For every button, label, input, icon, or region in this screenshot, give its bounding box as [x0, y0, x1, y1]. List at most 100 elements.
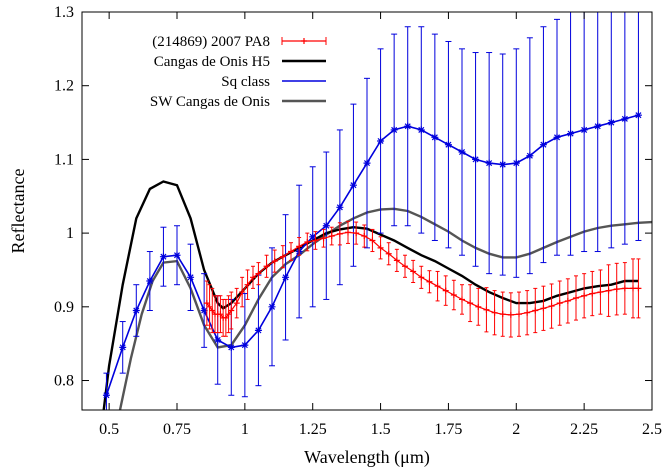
data-point: [369, 237, 376, 244]
x-tick-label: 0.75: [163, 421, 191, 438]
data-point: [312, 237, 319, 244]
legend-entry: (214869) 2007 PA8: [152, 34, 327, 50]
data-point: [564, 297, 571, 304]
legend-entry: SW Cangas de Onis: [150, 94, 326, 110]
data-point: [621, 285, 628, 292]
data-point: [349, 181, 357, 189]
legend-label: SW Cangas de Onis: [150, 94, 270, 110]
data-point: [250, 274, 256, 281]
data-point: [102, 391, 110, 399]
x-tick-label: 2: [512, 421, 520, 438]
data-point: [132, 307, 140, 314]
data-point: [472, 155, 480, 163]
data-point: [499, 161, 507, 169]
data-point: [228, 307, 235, 314]
data-point: [573, 294, 579, 301]
data-point: [241, 341, 249, 349]
data-point: [580, 126, 588, 134]
x-tick-label: 1.25: [299, 421, 327, 438]
data-point: [263, 263, 270, 270]
data-point: [540, 305, 547, 312]
legend-entry: Cangas de Onis H5: [154, 54, 326, 70]
data-point: [589, 290, 596, 297]
legend: (214869) 2007 PA8 Cangas de Onis H5 Sq c…: [100, 28, 332, 112]
series-2: [102, 12, 642, 410]
data-point: [233, 300, 240, 307]
data-point: [426, 278, 433, 285]
data-point: [459, 296, 465, 303]
data-point: [613, 286, 620, 293]
data-point: [499, 311, 506, 318]
x-tick-label: 1: [241, 421, 249, 438]
tick-marks: [82, 11, 653, 410]
legend-label: Cangas de Onis H5: [154, 54, 270, 70]
legend-swatch: [281, 37, 327, 45]
series-0: [203, 220, 642, 338]
legend-background: [100, 28, 332, 112]
y-tick-label: 1: [66, 225, 74, 242]
data-point: [309, 233, 317, 241]
data-point: [581, 292, 588, 299]
data-point: [444, 141, 452, 149]
data-point: [597, 289, 604, 296]
data-point: [594, 122, 602, 130]
data-point: [532, 307, 539, 314]
data-point: [203, 300, 210, 307]
data-point: [227, 343, 235, 351]
y-tick-label: 1.2: [54, 78, 74, 95]
legend-marker: [301, 38, 307, 44]
data-point: [417, 126, 425, 134]
data-point: [363, 159, 371, 167]
data-point: [404, 122, 412, 130]
series-line: [102, 180, 639, 410]
x-tick-label: 0.5: [99, 421, 119, 438]
data-point: [222, 314, 229, 321]
data-point: [442, 287, 449, 294]
data-point: [320, 235, 327, 242]
data-point: [450, 292, 457, 299]
data-point: [336, 230, 343, 237]
data-point: [507, 311, 514, 318]
data-point: [119, 343, 127, 351]
data-point: [254, 326, 262, 334]
data-point: [475, 303, 482, 310]
y-tick-label: 0.9: [54, 299, 74, 316]
data-point: [385, 250, 392, 257]
data-point: [279, 253, 286, 260]
data-point: [402, 263, 408, 270]
y-tick-label: 1.1: [54, 151, 74, 168]
data-point: [539, 141, 547, 149]
data-point: [268, 303, 276, 311]
data-point: [288, 248, 294, 255]
data-point: [345, 229, 351, 236]
data-point: [491, 309, 498, 316]
data-point: [621, 115, 629, 123]
data-point: [393, 257, 400, 264]
data-point: [328, 233, 335, 240]
x-tick-label: 1.5: [371, 421, 391, 438]
data-point: [214, 336, 222, 344]
data-point: [282, 273, 290, 281]
legend-entry: Sq class: [221, 74, 326, 90]
data-point: [200, 307, 208, 314]
data-point: [556, 300, 563, 307]
data-point: [526, 152, 534, 160]
data-point: [410, 268, 417, 275]
y-axis-title: Reflectance: [8, 169, 28, 254]
series-1: [102, 180, 639, 410]
data-point: [225, 311, 232, 318]
data-point: [458, 148, 466, 156]
data-point: [390, 126, 398, 134]
y-tick-label: 0.8: [54, 373, 74, 390]
series-3: [118, 207, 652, 410]
data-point: [483, 306, 490, 313]
data-point: [485, 159, 493, 167]
y-tick-labels: 0.8 0.9 1 1.1 1.2 1.3: [54, 4, 74, 390]
data-point: [607, 119, 615, 127]
data-point: [431, 133, 439, 141]
data-point: [377, 244, 384, 251]
data-point: [634, 111, 642, 119]
data-point: [336, 203, 344, 211]
data-point: [255, 270, 262, 277]
data-point: [418, 274, 425, 281]
